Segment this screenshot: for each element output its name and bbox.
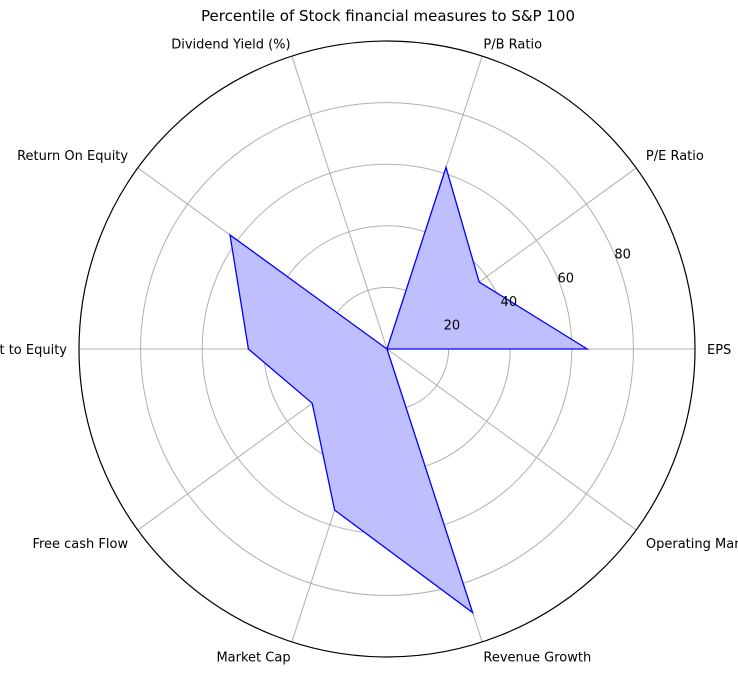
grid-spoke-9 — [386, 348, 637, 531]
r-tick-label-80: 80 — [614, 248, 631, 263]
category-label-0: EPS — [707, 343, 731, 358]
r-tick-label-60: 60 — [557, 271, 574, 286]
series-line-0 — [229, 165, 590, 615]
category-label-6: Free cash Flow — [32, 537, 128, 552]
category-label-1: P/E Ratio — [646, 149, 704, 164]
series-area-0 — [230, 167, 588, 613]
polar-spine — [78, 40, 696, 658]
category-label-5: Debt to Equity — [0, 343, 67, 358]
category-label-9: Operating Margin — [646, 537, 738, 552]
category-label-2: P/B Ratio — [483, 37, 542, 52]
category-label-3: Dividend Yield (%) — [171, 37, 290, 52]
r-tick-label-20: 20 — [444, 318, 461, 333]
category-label-8: Revenue Growth — [483, 651, 591, 666]
category-label-7: Market Cap — [216, 651, 290, 666]
chart-title: Percentile of Stock financial measures t… — [201, 7, 575, 25]
r-tick-label-40: 40 — [501, 295, 518, 310]
grid-spoke-3 — [291, 55, 388, 350]
category-label-4: Return On Equity — [17, 149, 128, 164]
